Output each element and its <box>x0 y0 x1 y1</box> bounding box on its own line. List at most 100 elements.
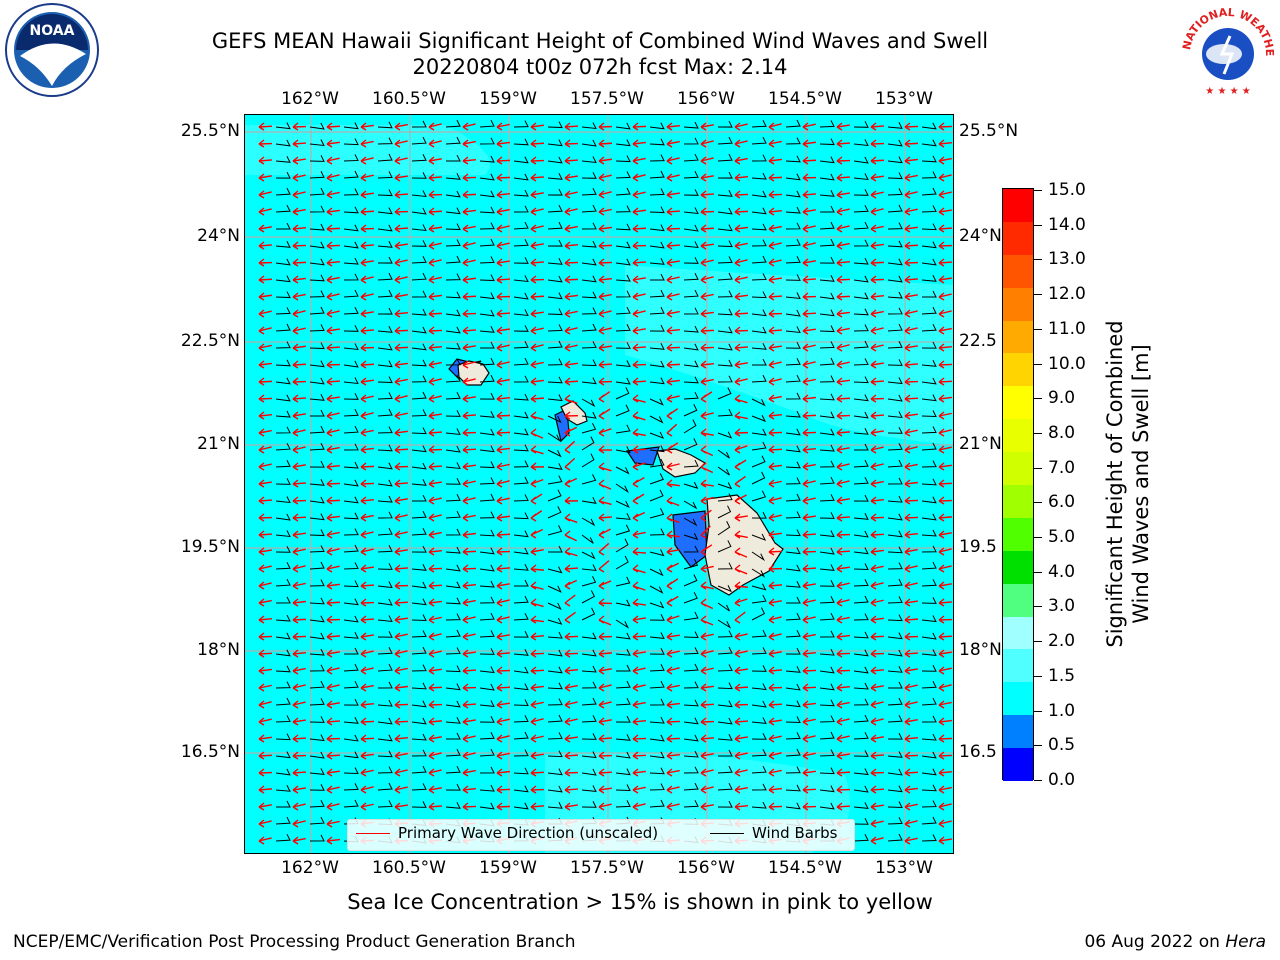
wind-barb <box>683 681 699 689</box>
wind-barb <box>275 665 291 673</box>
wave-direction-arrow <box>326 700 340 709</box>
wind-barb <box>547 617 563 625</box>
map-title: GEFS MEAN Hawaii Significant Height of C… <box>211 29 989 53</box>
wind-barb <box>513 494 529 502</box>
sea-ice-note: Sea Ice Concentration > 15% is shown in … <box>347 890 933 914</box>
wave-direction-arrow <box>428 700 443 709</box>
lat-label-right: 16.5 <box>959 742 997 762</box>
wave-direction-arrow <box>292 207 306 216</box>
wave-direction-arrow <box>598 241 613 250</box>
wind-barb <box>615 139 631 147</box>
wind-barb <box>513 767 529 775</box>
map-legend: Primary Wave Direction (unscaled) Wind B… <box>347 819 855 851</box>
wave-direction-arrow <box>258 819 272 828</box>
wind-barb <box>309 680 325 689</box>
wind-barb <box>683 647 699 655</box>
wave-direction-arrow <box>836 173 851 182</box>
wave-direction-arrow <box>870 360 884 369</box>
wind-barb <box>717 585 733 593</box>
wave-direction-arrow <box>292 683 306 692</box>
wind-barb <box>785 511 801 519</box>
wave-direction-arrow <box>292 122 307 131</box>
wind-barb <box>445 462 461 470</box>
wave-direction-arrow <box>870 496 885 505</box>
wave-direction-arrow <box>428 666 442 675</box>
wind-barb <box>479 341 495 349</box>
wave-direction-arrow <box>802 581 816 590</box>
wave-direction-arrow <box>700 241 714 250</box>
wind-barb <box>615 632 631 640</box>
wind-barb <box>785 748 801 757</box>
wind-barb <box>479 119 495 128</box>
wave-direction-arrow <box>938 462 952 471</box>
wave-direction-arrow <box>428 802 443 811</box>
wave-direction-arrow <box>836 207 850 216</box>
wind-barb <box>785 358 801 366</box>
wind-barb <box>445 223 461 231</box>
wave-direction-arrow <box>836 513 851 522</box>
wave-direction-arrow <box>768 581 783 590</box>
wave-direction-arrow <box>802 224 816 233</box>
wave-direction-arrow <box>462 292 477 301</box>
wave-direction-arrow <box>598 528 611 539</box>
wind-barb <box>309 258 325 266</box>
wind-barb <box>887 681 903 689</box>
wind-barb <box>615 360 631 368</box>
wave-direction-arrow <box>496 785 511 794</box>
wave-direction-arrow <box>734 241 748 250</box>
legend-wave-label: Primary Wave Direction (unscaled) <box>398 824 659 842</box>
wave-direction-arrow <box>666 802 680 811</box>
wind-barb <box>411 154 427 162</box>
wind-barb <box>547 449 562 458</box>
wave-direction-arrow <box>360 377 374 386</box>
wave-direction-arrow <box>666 683 680 692</box>
wind-barb <box>717 482 733 490</box>
wave-direction-arrow <box>666 700 680 709</box>
wave-direction-arrow <box>836 462 850 471</box>
wave-direction-arrow <box>802 139 816 148</box>
wind-barb <box>853 394 869 402</box>
wind-barb <box>853 595 869 604</box>
wind-barb <box>887 632 903 640</box>
wave-direction-arrow <box>530 493 543 505</box>
wave-direction-arrow <box>326 649 340 658</box>
wind-barb <box>819 428 835 436</box>
wind-barb <box>343 206 359 214</box>
wind-barb <box>785 802 801 810</box>
wave-direction-arrow <box>462 445 477 454</box>
wind-barb <box>275 733 291 741</box>
wave-direction-arrow <box>904 360 919 369</box>
wind-barb <box>479 511 495 519</box>
wave-direction-arrow <box>326 632 341 641</box>
lat-label-right: 19.5 <box>959 537 997 557</box>
lat-label-left: 19.5°N <box>180 537 240 557</box>
wind-barb <box>819 375 835 383</box>
wind-barb <box>615 290 631 298</box>
wave-direction-arrow <box>496 309 511 318</box>
wind-barb <box>377 121 393 129</box>
wave-direction-arrow <box>700 544 713 556</box>
wave-direction-arrow <box>768 768 782 777</box>
wind-barb <box>309 529 325 537</box>
wind-barb <box>683 343 699 351</box>
wave-direction-arrow <box>904 700 918 709</box>
wave-direction-arrow <box>938 190 952 199</box>
wind-barb <box>343 663 359 672</box>
wind-barb <box>377 392 393 400</box>
wind-barb <box>785 173 801 181</box>
wave-direction-arrow <box>496 751 510 760</box>
wave-direction-arrow <box>700 785 714 794</box>
wind-barb <box>819 494 835 502</box>
wave-direction-arrow <box>938 445 952 454</box>
wind-barb <box>445 581 461 589</box>
wave-direction-arrow <box>870 819 884 828</box>
wave-direction-arrow <box>598 275 613 284</box>
wave-direction-arrow <box>360 156 374 165</box>
wave-direction-arrow <box>258 581 272 590</box>
wind-barb <box>649 528 665 536</box>
wind-barb <box>785 222 801 230</box>
wind-barb <box>479 173 495 181</box>
wave-direction-arrow <box>734 156 748 165</box>
wind-barb <box>411 445 427 453</box>
wind-barb <box>581 517 596 527</box>
